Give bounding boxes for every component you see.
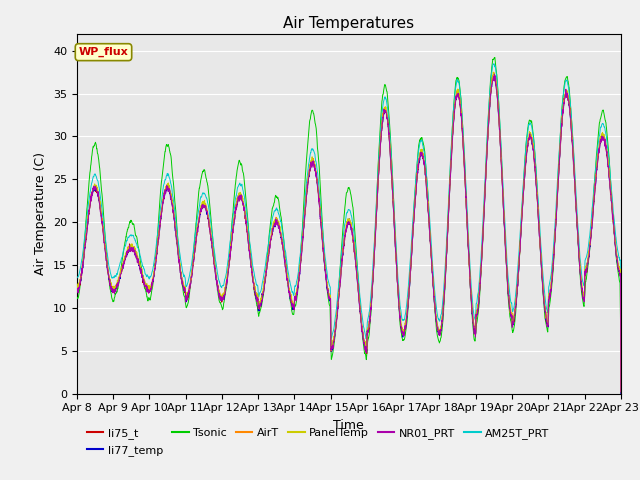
Y-axis label: Air Temperature (C): Air Temperature (C) xyxy=(35,152,47,275)
Title: Air Temperatures: Air Temperatures xyxy=(284,16,414,31)
X-axis label: Time: Time xyxy=(333,419,364,432)
Legend: li75_t, li77_temp, Tsonic, AirT, PanelTemp, NR01_PRT, AM25T_PRT: li75_t, li77_temp, Tsonic, AirT, PanelTe… xyxy=(83,424,554,460)
Text: WP_flux: WP_flux xyxy=(79,47,129,57)
